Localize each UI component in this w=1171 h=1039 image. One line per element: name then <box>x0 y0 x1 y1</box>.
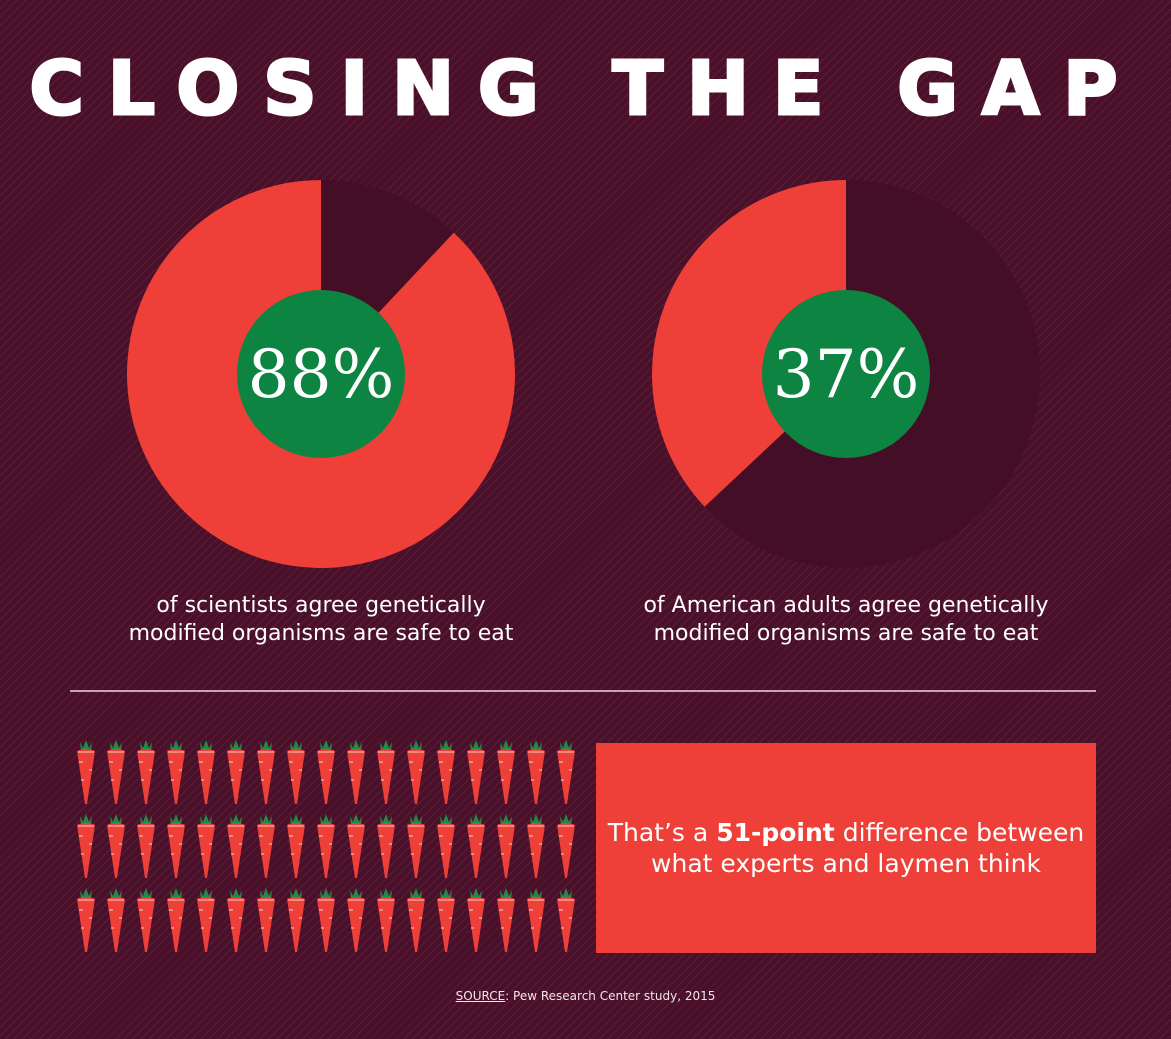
carrot-icon <box>197 740 215 804</box>
carrot-icon <box>407 740 425 804</box>
carrot-icon <box>227 888 245 952</box>
carrot-icon <box>107 814 125 878</box>
percent-label: 88% <box>247 335 395 413</box>
source-text: : Pew Research Center study, 2015 <box>505 989 716 1003</box>
carrot-icon <box>407 888 425 952</box>
carrot-icon <box>497 814 515 878</box>
carrot-icon <box>497 740 515 804</box>
pie-chart-scientists: 88% <box>127 180 515 568</box>
carrot-icon <box>347 740 365 804</box>
caption-line: of scientists agree genetically <box>156 593 486 618</box>
carrot-icon <box>287 740 305 804</box>
carrot-icon <box>107 740 125 804</box>
carrot-icon <box>137 888 155 952</box>
carrot-icon <box>317 740 335 804</box>
carrot-icon <box>497 888 515 952</box>
carrot-icon <box>107 888 125 952</box>
carrot-grid <box>77 740 575 952</box>
callout-box: That’s a 51-point difference between wha… <box>596 743 1096 953</box>
pie-graphic <box>127 180 515 568</box>
carrot-icon <box>167 740 185 804</box>
source-label: SOURCE <box>455 989 506 1003</box>
carrot-icon <box>437 814 455 878</box>
carrot-icon <box>257 814 275 878</box>
carrot-icon <box>527 740 545 804</box>
carrot-icon <box>437 888 455 952</box>
carrot-icon <box>467 814 485 878</box>
percent-label: 37% <box>772 335 920 413</box>
carrot-icon <box>167 888 185 952</box>
carrot-icon <box>557 814 575 878</box>
carrot-icon <box>347 814 365 878</box>
carrot-icon <box>137 740 155 804</box>
carrot-icon <box>257 740 275 804</box>
divider <box>70 690 1096 692</box>
carrot-icon <box>77 740 95 804</box>
source-note: SOURCE: Pew Research Center study, 2015 <box>0 989 1171 1003</box>
carrot-icon <box>467 740 485 804</box>
carrot-icon <box>377 740 395 804</box>
pie-chart-adults: 37% <box>652 180 1040 568</box>
carrot-icon <box>347 888 365 952</box>
caption-line: of American adults agree genetically <box>643 593 1049 618</box>
carrot-icon <box>557 888 575 952</box>
caption-line: modified organisms are safe to eat <box>653 621 1039 646</box>
carrot-icon <box>377 814 395 878</box>
carrot-icon <box>77 888 95 952</box>
carrot-icon <box>167 814 185 878</box>
carrot-icon <box>437 740 455 804</box>
carrot-icon <box>197 888 215 952</box>
carrot-icon <box>287 814 305 878</box>
carrot-icon <box>407 814 425 878</box>
carrot-icon <box>257 888 275 952</box>
callout-highlight: 51-point <box>716 818 835 847</box>
carrot-icon <box>527 814 545 878</box>
carrot-icon <box>377 888 395 952</box>
carrot-icon <box>467 888 485 952</box>
carrot-icon <box>137 814 155 878</box>
carrot-icon <box>317 814 335 878</box>
carrot-icon <box>287 888 305 952</box>
caption-adults: of American adults agree genetically mod… <box>586 592 1106 648</box>
carrot-icon <box>227 814 245 878</box>
pie-graphic <box>652 180 1040 568</box>
carrot-icon <box>227 740 245 804</box>
carrot-icon <box>77 814 95 878</box>
caption-scientists: of scientists agree genetically modified… <box>61 592 581 648</box>
page-title: CLOSING THE GAP <box>28 46 1142 132</box>
caption-line: modified organisms are safe to eat <box>128 621 514 646</box>
center-circle <box>762 290 930 458</box>
carrot-icon <box>557 740 575 804</box>
carrot-icon <box>317 888 335 952</box>
center-circle <box>237 290 405 458</box>
carrot-icon <box>197 814 215 878</box>
callout-line2: what experts and laymen think <box>651 849 1041 878</box>
callout-suffix: difference between <box>834 818 1085 847</box>
callout-prefix: That’s a <box>607 818 717 847</box>
carrot-icon <box>527 888 545 952</box>
